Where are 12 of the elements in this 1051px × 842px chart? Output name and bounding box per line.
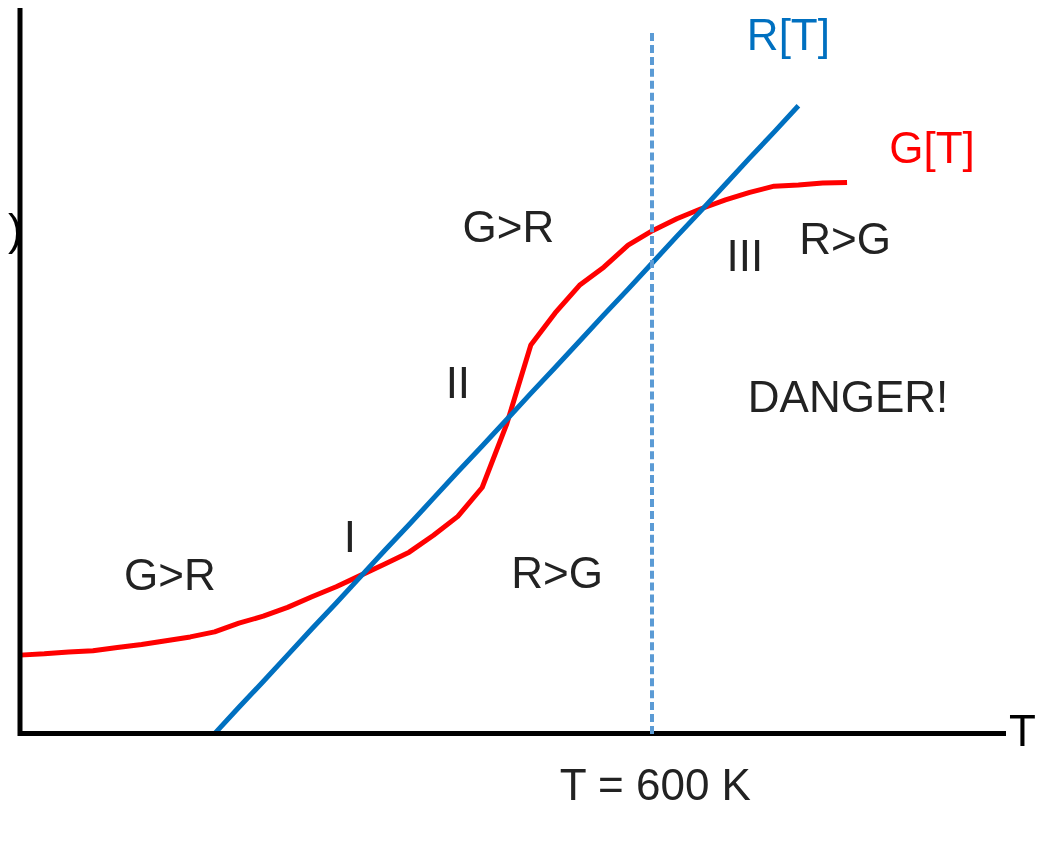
- annotation: G>R: [462, 202, 555, 252]
- annotation: II: [445, 358, 471, 408]
- text: T = 600 K: [559, 759, 751, 809]
- annotation: R>G: [799, 214, 891, 264]
- series-label: R[T]: [746, 9, 830, 59]
- annotation: III: [726, 231, 764, 281]
- annotation: G>R: [123, 550, 216, 600]
- annotation: R>G: [511, 548, 603, 598]
- x-axis-title: T: [1009, 705, 1036, 755]
- annotation: DANGER!: [747, 372, 949, 422]
- series-label: G[T]: [889, 122, 975, 172]
- annotation: I: [343, 511, 356, 561]
